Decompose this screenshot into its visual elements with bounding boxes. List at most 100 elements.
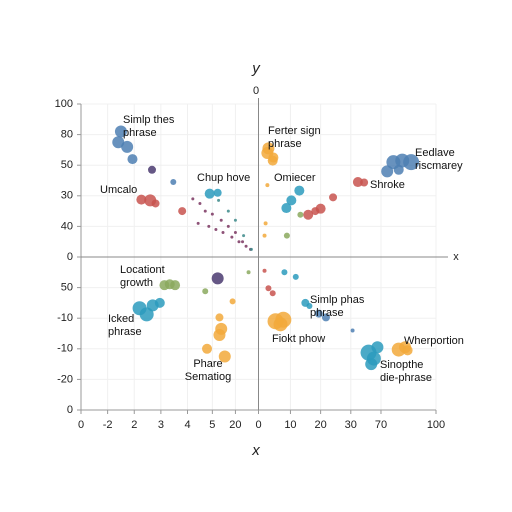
bubble	[139, 307, 154, 322]
bubble	[321, 313, 330, 322]
bubble	[215, 313, 224, 322]
y-tick-label: -10	[57, 312, 73, 324]
bubble	[237, 240, 241, 244]
bubble	[202, 343, 213, 354]
x-axis-title: x	[251, 442, 260, 459]
annotation: die-phrase	[380, 372, 432, 384]
y-tick-label: 40	[61, 220, 73, 232]
bubble	[114, 125, 127, 138]
bubble	[213, 188, 222, 197]
bubble	[233, 231, 237, 235]
bubble	[303, 209, 314, 220]
x-axis-end-label: x	[453, 251, 459, 263]
y-tick-label: -20	[57, 373, 73, 385]
bubble	[164, 279, 175, 290]
bubble	[249, 247, 253, 251]
bubble	[148, 165, 156, 174]
bubble	[268, 152, 279, 163]
x-tick-label: 20	[229, 419, 241, 431]
bubble	[136, 194, 147, 205]
bubble	[350, 328, 355, 333]
x-tick-label: 70	[375, 419, 387, 431]
annotation: growth	[120, 277, 153, 289]
annotation: Wherportion	[404, 335, 464, 347]
bubble	[154, 297, 165, 308]
bubble	[121, 140, 134, 153]
bubble	[306, 302, 313, 309]
bubble	[381, 165, 394, 178]
annotation: Locationt	[120, 264, 165, 276]
x-tick-label: 4	[184, 419, 190, 431]
bubble	[202, 288, 209, 295]
bubble	[314, 309, 323, 318]
bubble	[127, 154, 138, 165]
bubble	[211, 272, 224, 285]
y-tick-label: 100	[55, 98, 73, 110]
annotation: Sematiog	[185, 371, 231, 383]
bubble	[329, 193, 338, 202]
bubble	[196, 221, 200, 225]
bubble	[402, 345, 413, 356]
bubble	[151, 199, 160, 208]
bubble	[292, 273, 299, 280]
bubble	[273, 317, 288, 332]
y-tick-label: 50	[61, 282, 73, 294]
annotation: phrase	[108, 326, 142, 338]
x-tick-label: 3	[158, 419, 164, 431]
bubble	[191, 197, 195, 201]
bubble	[262, 233, 267, 238]
bubble	[198, 201, 202, 205]
bubble	[281, 203, 292, 214]
bubble	[170, 179, 177, 186]
bubble	[352, 177, 363, 188]
x-tick-label: 10	[284, 419, 296, 431]
annotation: phrase	[268, 138, 302, 150]
bubble	[112, 136, 125, 149]
bubble	[286, 195, 297, 206]
bubble	[265, 183, 270, 188]
bubble	[294, 185, 305, 196]
x-tick-label: 30	[345, 419, 357, 431]
y-tick-label: 0	[67, 251, 73, 263]
bubble	[403, 154, 420, 171]
annotation: riscmarey	[415, 160, 463, 172]
annotation: phrase	[123, 127, 157, 139]
bubble	[203, 209, 207, 213]
bubble	[230, 235, 234, 239]
bubble	[265, 285, 272, 292]
annotation: Sinopthe	[380, 359, 423, 371]
y-tick-label: 80	[61, 129, 73, 141]
bubble	[365, 358, 378, 371]
bubble	[246, 270, 251, 275]
bubble	[244, 244, 248, 248]
y-tick-label: 30	[61, 190, 73, 202]
annotation: Shroke	[370, 179, 405, 191]
y-tick-label: 50	[61, 159, 73, 171]
annotation: Eedlave	[415, 147, 455, 159]
y-tick-label: 0	[67, 404, 73, 416]
bubble	[218, 350, 231, 363]
y-tick-label: -10	[57, 343, 73, 355]
bubble	[178, 207, 187, 216]
x-tick-label: 5	[209, 419, 215, 431]
x-tick-label: 0	[255, 419, 261, 431]
bubble	[311, 207, 320, 216]
bubble	[281, 269, 288, 276]
bubble	[214, 227, 218, 231]
bubble	[229, 298, 236, 305]
bubble	[269, 290, 276, 297]
annotation: Simlp phas	[310, 294, 365, 306]
annotation: Chup hove	[197, 172, 250, 184]
bubble	[393, 164, 404, 175]
x-tick-label: -2	[103, 419, 113, 431]
annotation: Icked	[108, 313, 134, 325]
bubble	[283, 232, 290, 239]
annotation: Umcalo	[100, 184, 137, 196]
bubble	[262, 268, 267, 273]
bubble	[360, 178, 369, 187]
bubble	[219, 218, 223, 222]
bubble	[226, 209, 230, 213]
bubble	[263, 221, 268, 226]
bubble	[207, 224, 211, 228]
